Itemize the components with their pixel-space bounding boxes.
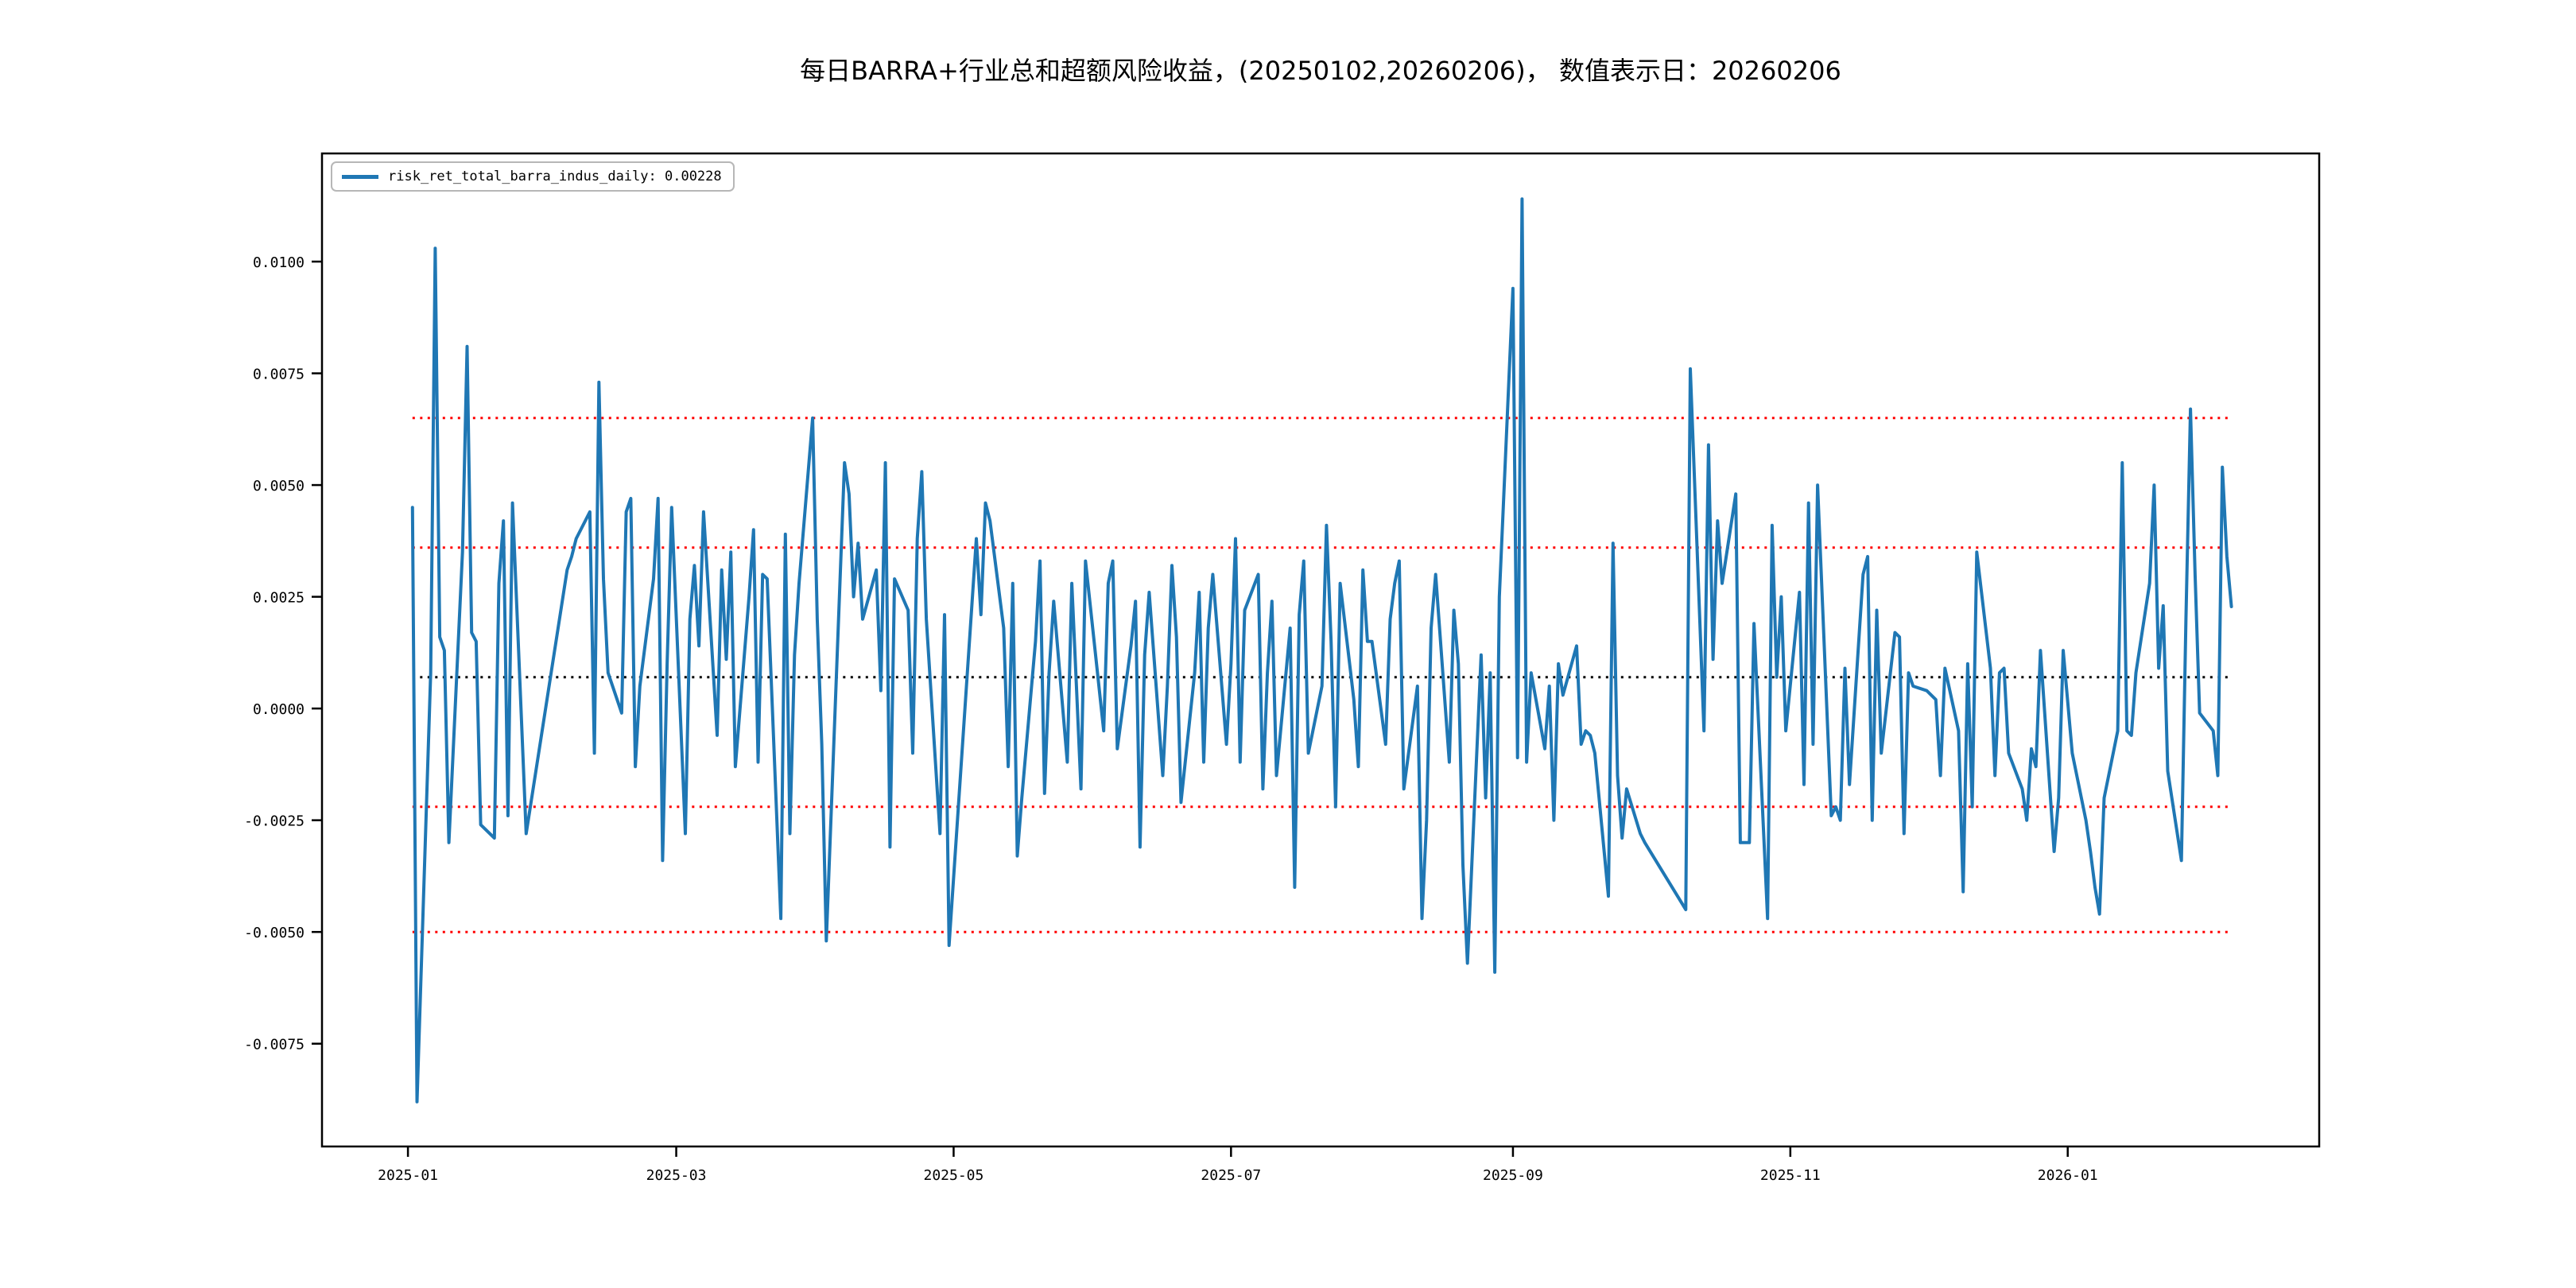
chart-title: 每日BARRA+行业总和超额风险收益，(20250102,20260206)， … [800,56,1841,86]
x-tick-label: 2025-07 [1201,1167,1261,1184]
plot-frame [320,152,2321,1148]
x-tick-label: 2025-11 [1760,1167,1821,1184]
y-tick-label: -0.0050 [244,925,305,941]
reference-lines [412,417,2232,933]
x-tick-label: 2026-01 [2038,1167,2098,1184]
legend-line-sample [342,174,378,179]
series-line-risk_ret_total_barra_indus_daily [410,197,2233,1104]
y-tick-label: 0.0075 [253,367,305,383]
data-series [410,197,2233,1104]
x-tick-label: 2025-03 [646,1167,707,1184]
x-tick-label: 2025-09 [1483,1167,1543,1184]
axes: 2025-01 2025-03 2025-05 2025-07 2025-09 2025-… [244,152,2321,1184]
y-tick-label: -0.0025 [244,813,305,830]
y-tick-label: 0.0050 [253,478,305,495]
y-tick-label: 0.0100 [253,254,305,271]
x-tick-label: 2025-05 [924,1167,984,1184]
x-tick-label: 2025-01 [378,1167,438,1184]
y-tick-label: 0.0025 [253,590,305,607]
y-tick-label: -0.0075 [244,1037,305,1053]
legend: risk_ret_total_barra_indus_daily: 0.0022… [331,161,735,192]
y-tick-label: 0.0000 [253,701,305,718]
legend-label: risk_ret_total_barra_indus_daily: 0.0022… [388,169,722,184]
